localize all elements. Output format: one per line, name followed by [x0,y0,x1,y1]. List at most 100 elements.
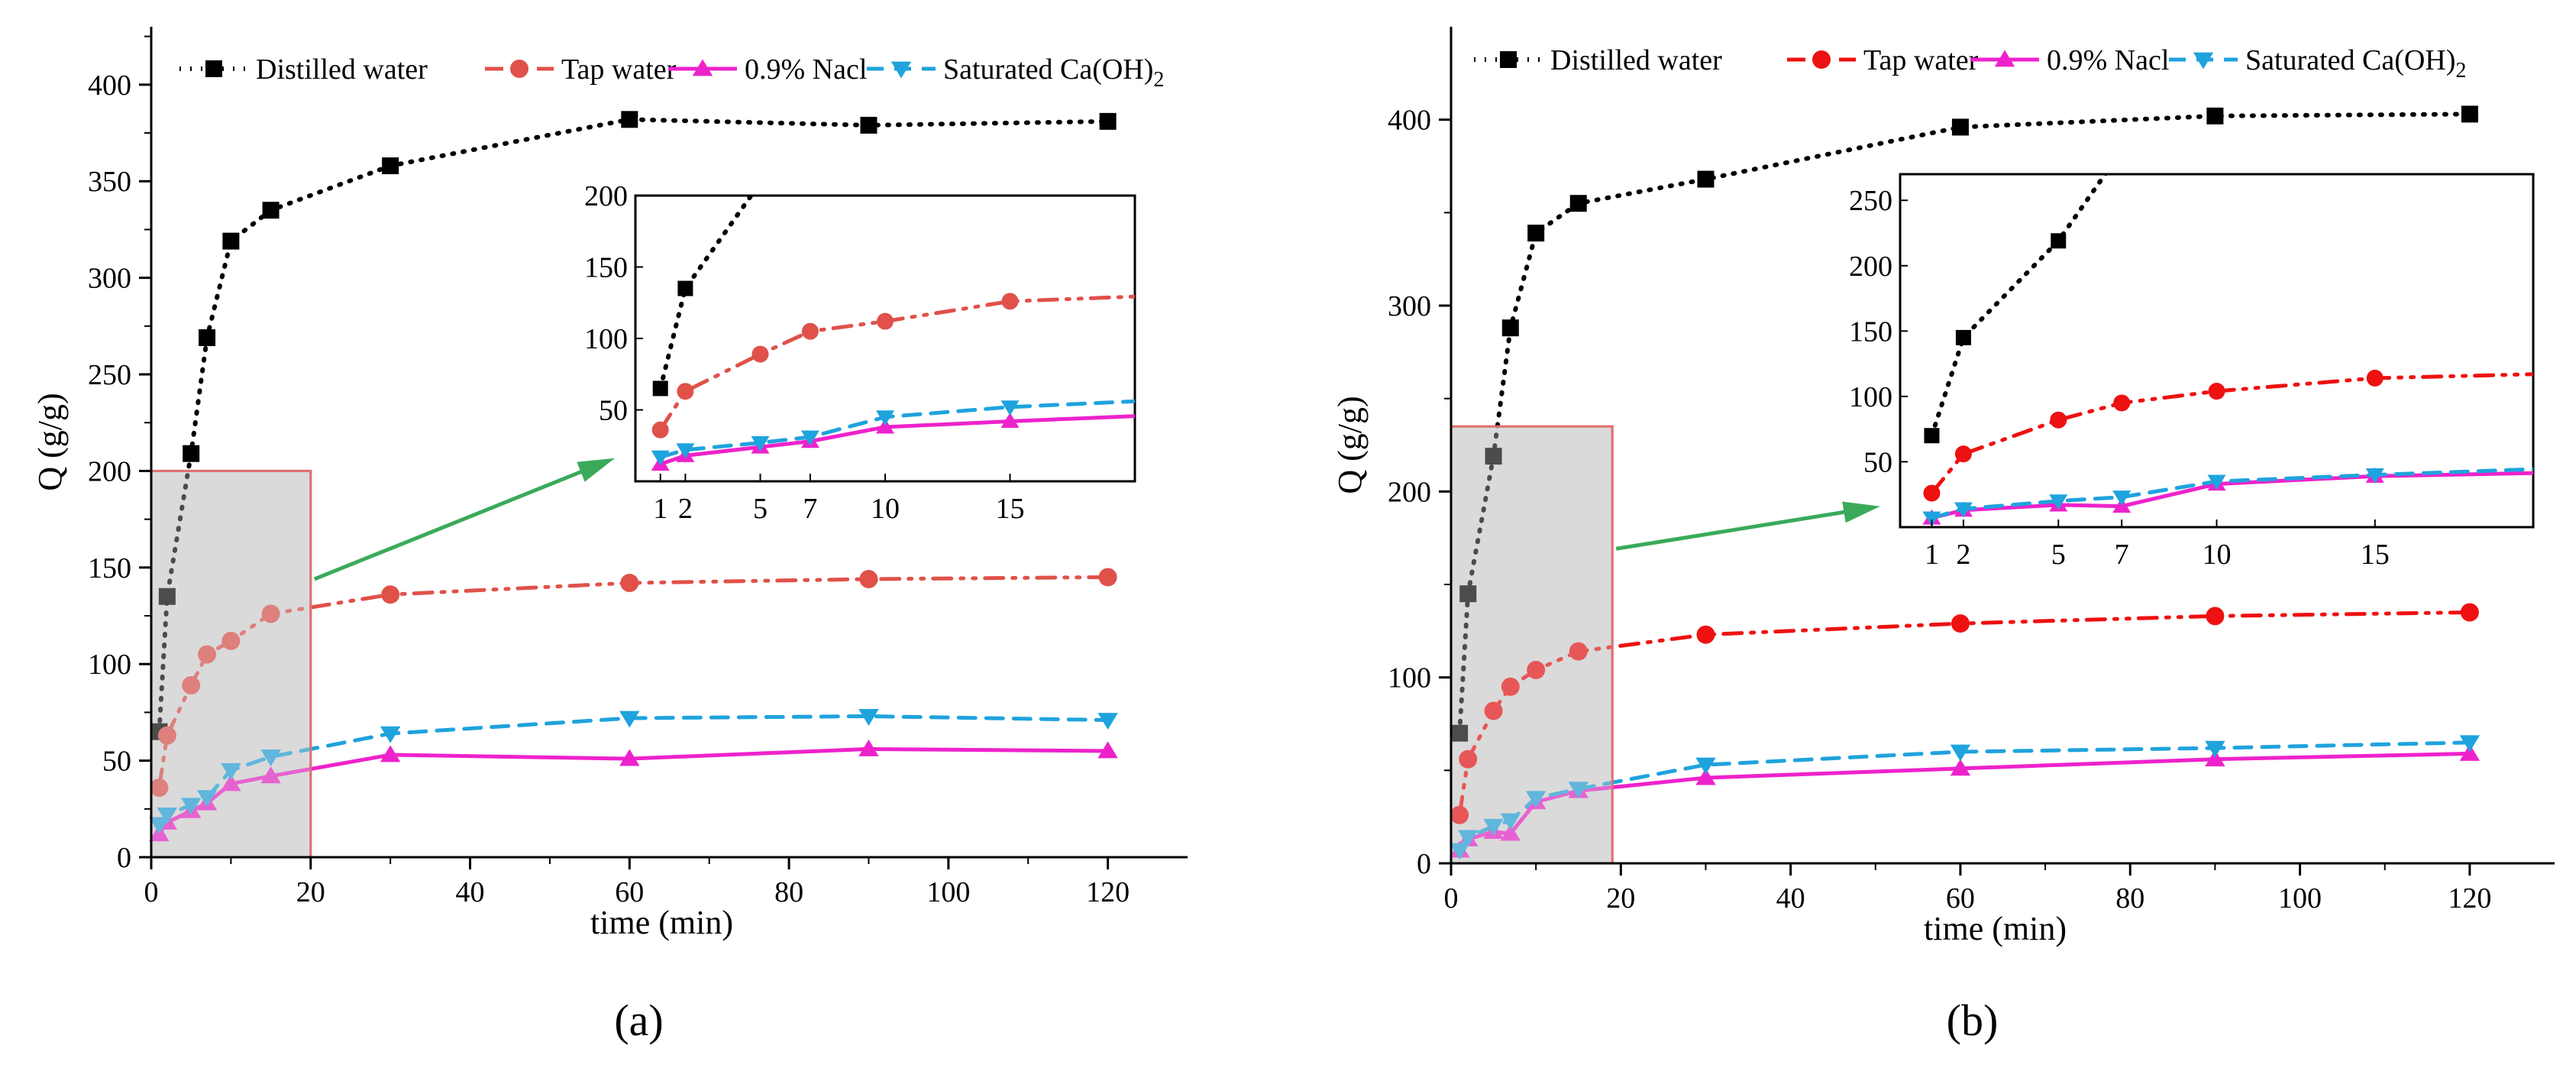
data-point [221,774,241,792]
data-point [1459,585,1477,603]
data-point [860,116,878,134]
legend-marker [1500,51,1517,68]
legend-marker [510,60,528,78]
y-axis-label: Q (g/g) [31,393,69,490]
data-point [2459,743,2481,761]
inset-x-tick-label: 1 [653,493,667,525]
inset-data-point [677,383,694,400]
legend-label: Distilled water [256,53,428,86]
series-line [1457,740,2472,853]
data-point [199,329,216,346]
inset-y-tick-label: 100 [584,323,628,355]
data-point [222,232,240,250]
data-point [2206,107,2224,125]
data-point [1483,818,1504,836]
data-point [2461,105,2478,123]
inset-frame [634,194,1136,483]
inset-data-point [751,345,769,363]
data-point [1501,677,1520,696]
y-tick-label: 400 [1388,105,1431,137]
zoom-arrow [313,460,606,581]
data-point [858,709,879,727]
data-point [1951,118,1969,136]
data-point [1697,170,1715,188]
panel-label: (b) [1947,995,1999,1045]
x-tick-label: 120 [1086,876,1130,908]
data-point [621,111,638,128]
data-point [221,631,241,650]
data-point [2459,735,2481,753]
data-point [260,766,281,784]
data-point [381,585,400,604]
data-point [221,762,241,780]
series-line [1457,610,2472,817]
inset-data-point [1954,445,1972,463]
inset-x-tick-label: 1 [1925,539,1939,571]
data-point [1500,813,1521,830]
inset-data-point [1954,502,1973,518]
legend-subscript: 2 [2455,59,2466,83]
inset-data-point [876,418,894,434]
data-point [149,817,170,834]
inset-plot-area [1922,174,2533,527]
x-tick-label: 100 [926,876,970,908]
data-point [620,574,639,593]
legend-label: 0.9% Nacl [745,53,867,86]
inset-data-point [2366,369,2384,387]
data-point [183,445,200,462]
data-point [260,749,281,767]
inset-data-point [800,430,819,446]
x-tick-label: 40 [1776,882,1805,915]
x-tick-label: 60 [615,876,644,908]
y-tick-label: 400 [88,70,131,102]
x-tick-label: 80 [2115,882,2145,915]
data-point [1098,568,1117,587]
inset-data-point [751,435,770,452]
series-line [157,714,1110,827]
y-tick-label: 0 [117,842,131,874]
inset-data-point [1922,511,1941,527]
legend-label: Saturated Ca(OH)2 [2245,44,2466,83]
data-point [1097,741,1118,759]
inset-data-point [1000,413,1020,429]
inset-data-point [2365,468,2384,484]
data-point [1099,112,1117,130]
inset-x-tick-label: 2 [678,493,693,525]
inset-data-point [2112,490,2132,507]
zoom-arrow-head [1842,501,1880,523]
y-tick-label: 0 [1417,848,1431,880]
data-point [1695,768,1716,785]
x-tick-label: 20 [296,876,325,908]
inset-data-point [1924,428,1940,444]
data-point [1950,744,1971,762]
data-point [1525,791,1547,808]
data-point [196,790,218,808]
inset-y-tick-label: 250 [1849,185,1892,217]
data-point [1527,660,1546,679]
series-line [1457,112,2472,736]
y-tick-label: 200 [88,455,131,487]
inset-y-tick-label: 150 [584,252,628,284]
series-line [157,575,1110,790]
inset-x-tick-label: 10 [2203,539,2232,571]
data-point [1569,642,1588,661]
x-tick-label: 80 [774,876,803,908]
data-point [859,569,878,588]
data-point [2206,607,2225,626]
inset-data-point [2208,383,2225,400]
inset-data-point [876,410,894,426]
inset-data-point [2113,394,2131,412]
data-point [1951,614,1970,633]
data-point [858,739,879,756]
legend-label: Tap water [561,53,677,86]
inset-data-point [1001,293,1019,310]
data-point [150,778,169,797]
inset-chart: 1 2 5 7 10 15 50 100 150 200 250 [1849,173,2535,571]
inset-x-tick-label: 10 [871,493,900,525]
data-point [198,645,217,664]
series-line [1457,751,2472,853]
data-point [158,588,176,605]
legend-marker [2193,52,2214,70]
